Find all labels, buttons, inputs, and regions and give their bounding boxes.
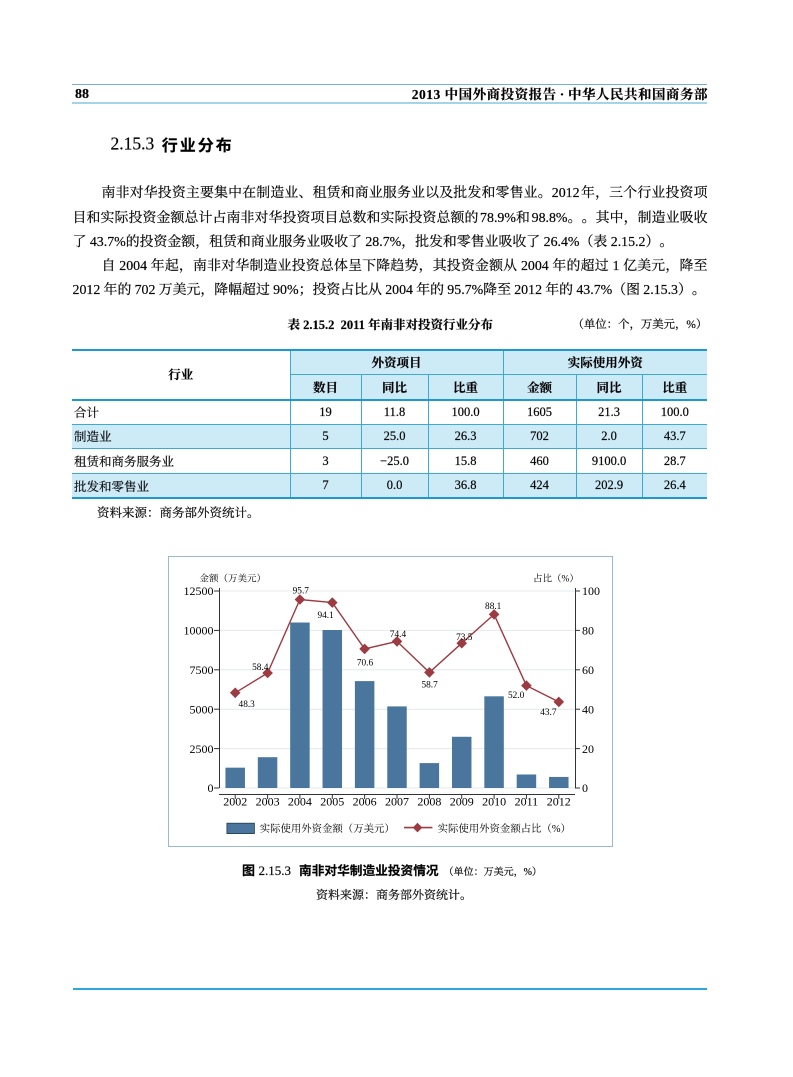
- svg-text:2500: 2500: [190, 742, 214, 756]
- svg-text:2002: 2002: [223, 795, 247, 809]
- svg-text:占比（%）: 占比（%）: [533, 573, 579, 585]
- svg-text:2012: 2012: [547, 795, 571, 809]
- svg-text:实际使用外资金额（万美元）: 实际使用外资金额（万美元）: [260, 823, 395, 835]
- svg-text:40: 40: [582, 702, 594, 716]
- svg-text:2003: 2003: [256, 795, 280, 809]
- svg-text:2009: 2009: [450, 795, 474, 809]
- svg-text:43.7: 43.7: [540, 708, 557, 718]
- svg-text:80: 80: [582, 624, 594, 638]
- svg-text:20: 20: [582, 742, 594, 756]
- svg-text:58.4: 58.4: [252, 663, 269, 673]
- svg-text:12500: 12500: [184, 584, 214, 598]
- svg-text:2005: 2005: [320, 795, 344, 809]
- svg-text:2007: 2007: [385, 795, 409, 809]
- svg-text:58.7: 58.7: [421, 681, 438, 691]
- svg-text:5000: 5000: [190, 702, 214, 716]
- svg-text:94.1: 94.1: [317, 611, 334, 621]
- svg-text:60: 60: [582, 663, 594, 677]
- svg-text:73.5: 73.5: [456, 633, 473, 643]
- svg-text:10000: 10000: [184, 624, 214, 638]
- svg-text:70.6: 70.6: [357, 658, 374, 668]
- svg-text:88.1: 88.1: [485, 602, 502, 612]
- svg-text:95.7: 95.7: [293, 587, 310, 597]
- svg-text:100: 100: [582, 584, 600, 598]
- svg-text:74.4: 74.4: [390, 630, 407, 640]
- svg-text:实际使用外资金额占比（%）: 实际使用外资金额占比（%）: [438, 823, 571, 835]
- svg-text:7500: 7500: [190, 663, 214, 677]
- svg-text:2006: 2006: [353, 795, 377, 809]
- svg-text:0: 0: [582, 781, 588, 795]
- svg-text:2008: 2008: [417, 795, 441, 809]
- svg-text:52.0: 52.0: [508, 691, 525, 701]
- svg-text:2011: 2011: [515, 795, 539, 809]
- svg-text:2010: 2010: [482, 795, 506, 809]
- svg-text:0: 0: [208, 781, 214, 795]
- svg-text:2004: 2004: [288, 795, 312, 809]
- svg-text:金额（万美元）: 金额（万美元）: [200, 573, 267, 585]
- svg-text:48.3: 48.3: [239, 700, 256, 710]
